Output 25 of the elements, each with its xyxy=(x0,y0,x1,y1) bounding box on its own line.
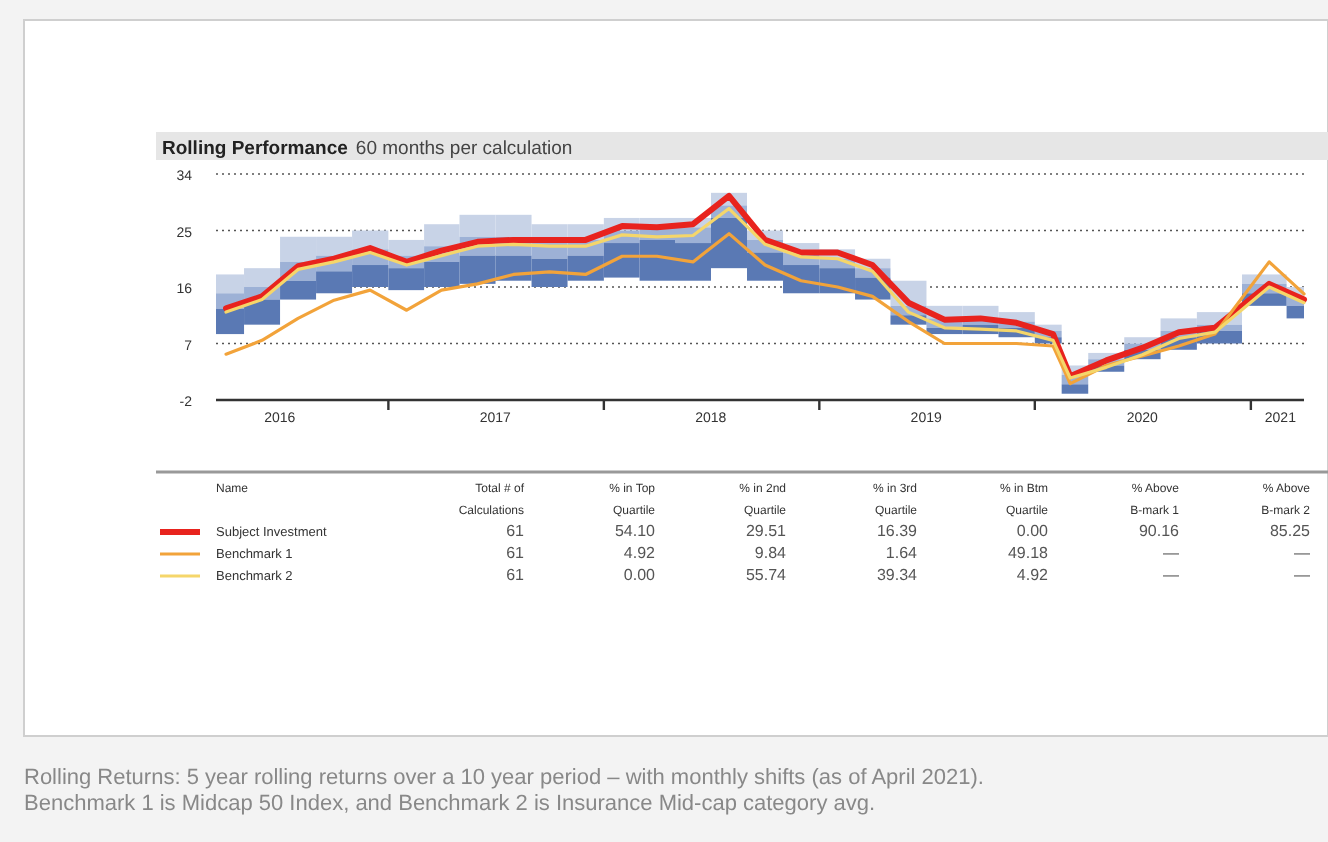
text: 61 xyxy=(506,566,524,584)
text: 61 xyxy=(506,522,524,540)
text: — xyxy=(1163,566,1179,584)
text: Rolling Returns: 5 year rolling returns over a 10 year period – with monthly shifts (as of April 2021). Benchmark 1 is Midcap 50 Index, and Benchmark 2 is Insurance Mid-cap category avg. xyxy=(24,766,984,816)
chart-title: Rolling Performance xyxy=(162,138,348,160)
text: 54.10 xyxy=(614,522,655,540)
text: 29.51 xyxy=(745,522,786,540)
text: 9.84 xyxy=(754,544,786,562)
text: — xyxy=(1163,544,1179,562)
chart-subtitle: 60 months per calculation xyxy=(355,138,573,160)
text: 0.00 xyxy=(623,566,655,584)
text: 0.00 xyxy=(1016,522,1048,540)
text: 61 xyxy=(506,544,524,562)
text: 4.92 xyxy=(623,544,655,562)
text: 49.18 xyxy=(1007,544,1048,562)
text: 90.16 xyxy=(1138,522,1179,540)
text: 1.64 xyxy=(885,544,917,562)
text: 39.34 xyxy=(876,566,917,584)
text: 16.39 xyxy=(876,522,917,540)
text: 55.74 xyxy=(745,566,786,584)
text: 4.92 xyxy=(1016,566,1048,584)
text: — xyxy=(1294,544,1310,562)
line-series xyxy=(224,232,1306,386)
text: — xyxy=(1294,566,1310,584)
text: 85.25 xyxy=(1269,522,1310,540)
